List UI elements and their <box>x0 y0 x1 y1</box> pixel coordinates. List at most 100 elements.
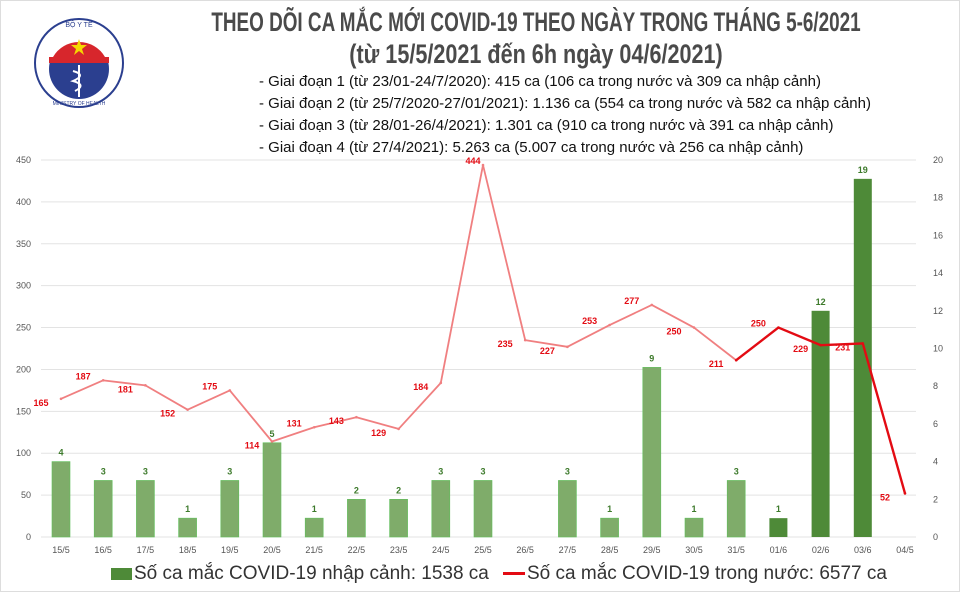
legend-domestic: Số ca mắc COVID-19 trong nước: 6577 ca <box>503 563 887 585</box>
x-axis-tick: 26/5 <box>516 545 534 555</box>
bar <box>136 480 155 538</box>
bar <box>347 498 366 538</box>
left-axis-tick: 0 <box>26 532 31 542</box>
line-point <box>650 303 654 307</box>
left-axis-tick: 100 <box>16 448 31 458</box>
bar-data-label: 3 <box>143 466 148 476</box>
line-point <box>144 384 147 387</box>
right-axis-tick: 16 <box>933 230 943 240</box>
line-data-label: 444 <box>465 156 480 166</box>
line-point <box>312 425 316 429</box>
legend-domestic-label: Số ca mắc COVID-19 trong nước: 6577 ca <box>527 563 887 584</box>
x-axis-tick: 03/6 <box>854 545 872 555</box>
right-axis-tick: 20 <box>933 155 943 165</box>
bar-data-label: 3 <box>565 466 570 476</box>
bar-data-label: 12 <box>816 297 826 307</box>
line-point <box>59 397 63 401</box>
line-point <box>101 379 105 382</box>
x-axis-tick: 15/5 <box>52 545 70 555</box>
line-segment <box>103 379 146 387</box>
legend-imported-label: Số ca mắc COVID-19 nhập cảnh: 1538 ca <box>134 563 489 584</box>
line-data-label: 129 <box>371 428 386 438</box>
bar <box>178 517 197 538</box>
line-segment <box>609 304 653 326</box>
bar <box>853 178 872 537</box>
line-data-label: 143 <box>329 416 344 426</box>
bar <box>684 517 704 538</box>
right-axis-tick: 14 <box>933 268 943 278</box>
line-segment <box>566 324 611 348</box>
line-point <box>903 492 907 495</box>
bar <box>811 310 830 537</box>
line-segment <box>651 304 695 329</box>
line-data-label: 277 <box>624 296 639 306</box>
x-axis-tick: 23/5 <box>390 545 408 555</box>
line-point <box>566 345 569 349</box>
right-axis-tick: 10 <box>933 344 943 354</box>
x-axis-tick: 28/5 <box>601 545 619 555</box>
bar-data-label: 3 <box>438 466 443 476</box>
line-segment <box>693 326 737 361</box>
chart-title: THEO DÕI CA MẮC MỚI COVID-19 THEO NGÀY T… <box>211 7 861 37</box>
line-data-label: 184 <box>413 382 428 392</box>
x-axis-tick: 22/5 <box>348 545 366 555</box>
line-point <box>186 408 189 411</box>
line-data-label: 181 <box>118 384 133 394</box>
x-axis-tick: 29/5 <box>643 545 661 555</box>
right-axis-tick: 0 <box>933 532 938 542</box>
phase-2-text: - Giai đoạn 2 (từ 25/7/2020-27/01/2021):… <box>259 95 871 112</box>
line-point <box>228 389 232 392</box>
left-axis-tick: 150 <box>16 406 31 416</box>
line-segment <box>187 389 231 411</box>
line-point <box>397 427 400 431</box>
line-data-label: 175 <box>202 381 217 391</box>
line-point <box>819 343 822 347</box>
bar <box>726 480 746 538</box>
line-point <box>608 323 611 327</box>
bar <box>431 480 451 538</box>
line-data-label: 235 <box>498 339 513 349</box>
line-data-label: 52 <box>880 492 890 502</box>
phase-4-text: - Giai đoạn 4 (từ 27/4/2021): 5.263 ca (… <box>259 139 804 156</box>
line-point <box>439 381 443 385</box>
line-point <box>734 358 738 362</box>
line-data-label: 131 <box>287 418 302 428</box>
line-segment <box>861 343 907 494</box>
line-segment <box>397 382 442 430</box>
line-data-label: 227 <box>540 346 555 356</box>
bar-data-label: 3 <box>101 466 106 476</box>
line-segment <box>439 164 484 384</box>
bar-data-label: 1 <box>312 504 317 514</box>
line-segment <box>777 326 822 347</box>
line-segment <box>313 416 357 429</box>
line-data-label: 253 <box>582 316 597 326</box>
left-axis-tick: 50 <box>21 490 31 500</box>
line-segment <box>229 389 273 443</box>
line-data-label: 187 <box>76 371 91 381</box>
line-data-label: 250 <box>666 327 681 337</box>
bar <box>642 367 662 538</box>
logo-text-bottom: MINISTRY OF HEALTH <box>53 101 106 107</box>
bar <box>769 518 788 537</box>
bar-data-label: 9 <box>649 353 654 363</box>
line-point <box>355 415 358 419</box>
line-point <box>692 326 696 329</box>
line-segment <box>356 416 399 430</box>
ministry-of-health-logo: BỘ Y TẾ MINISTRY OF HEALTH <box>34 18 124 108</box>
left-axis-tick: 300 <box>16 281 31 291</box>
x-axis-tick: 18/5 <box>179 545 197 555</box>
bar-data-label: 19 <box>858 165 868 175</box>
bar <box>558 480 577 538</box>
right-axis-tick: 12 <box>933 306 943 316</box>
bar <box>262 442 282 538</box>
line-point <box>481 163 485 167</box>
legend-swatch-bar <box>111 567 132 580</box>
legend-swatch-line <box>503 572 525 576</box>
x-axis-tick: 19/5 <box>221 545 239 555</box>
line-data-label: 114 <box>245 440 260 450</box>
left-axis-tick: 250 <box>16 323 31 333</box>
line-point <box>861 342 865 345</box>
line-segment <box>482 164 527 341</box>
